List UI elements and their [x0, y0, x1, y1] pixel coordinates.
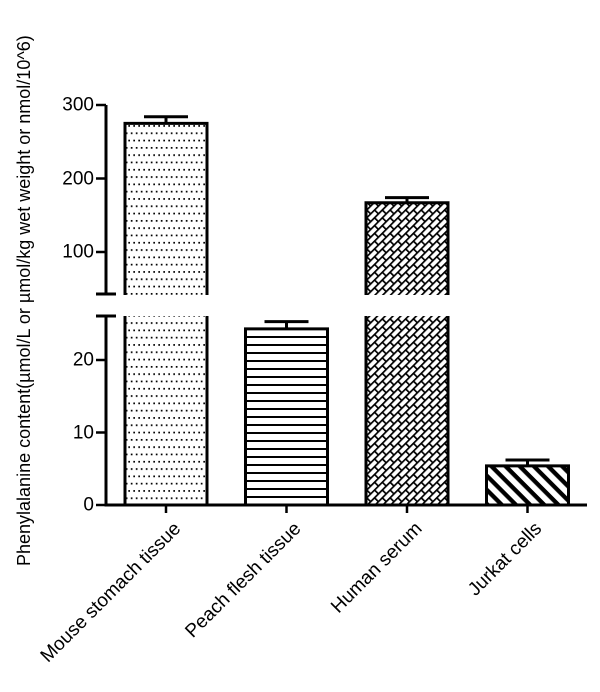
bar-fill-upper-segment: [366, 202, 448, 295]
bar-peach-flesh-tissue: [244, 320, 329, 505]
bar-fill-lower-segment: [366, 316, 448, 505]
bar-fill-upper-segment: [125, 123, 207, 295]
y-tick-label-upper-200: 200: [62, 168, 94, 189]
error-bar: [505, 458, 550, 466]
bar-fill-lower-segment: [125, 316, 207, 505]
x-axis: [104, 503, 587, 513]
bar-jurkat-cells: [485, 458, 570, 505]
axes-layer: [96, 103, 587, 513]
error-bar: [264, 320, 309, 329]
y-axis-upper-segment: [96, 103, 116, 296]
y-tick-label-upper-100: 100: [62, 241, 94, 263]
bar-human-serum: [364, 196, 450, 505]
error-bar: [144, 115, 188, 124]
y-axis-title: Phenylalanine content(µmol/L or µmol/kg …: [14, 35, 34, 566]
bar-fill-lower-segment: [245, 328, 328, 505]
bar-mouse-stomach-tissue: [123, 115, 209, 505]
error-bar: [385, 196, 429, 203]
bar-fill-lower-segment: [486, 465, 569, 505]
y-tick-label-lower-10: 10: [72, 422, 94, 443]
y-tick-label-lower-20: 20: [72, 349, 94, 371]
y-tick-label-lower-0: 0: [83, 494, 94, 516]
y-axis-lower-segment: [96, 314, 116, 507]
y-tick-label-upper-300: 300: [62, 94, 94, 116]
bars-layer: [123, 115, 570, 505]
